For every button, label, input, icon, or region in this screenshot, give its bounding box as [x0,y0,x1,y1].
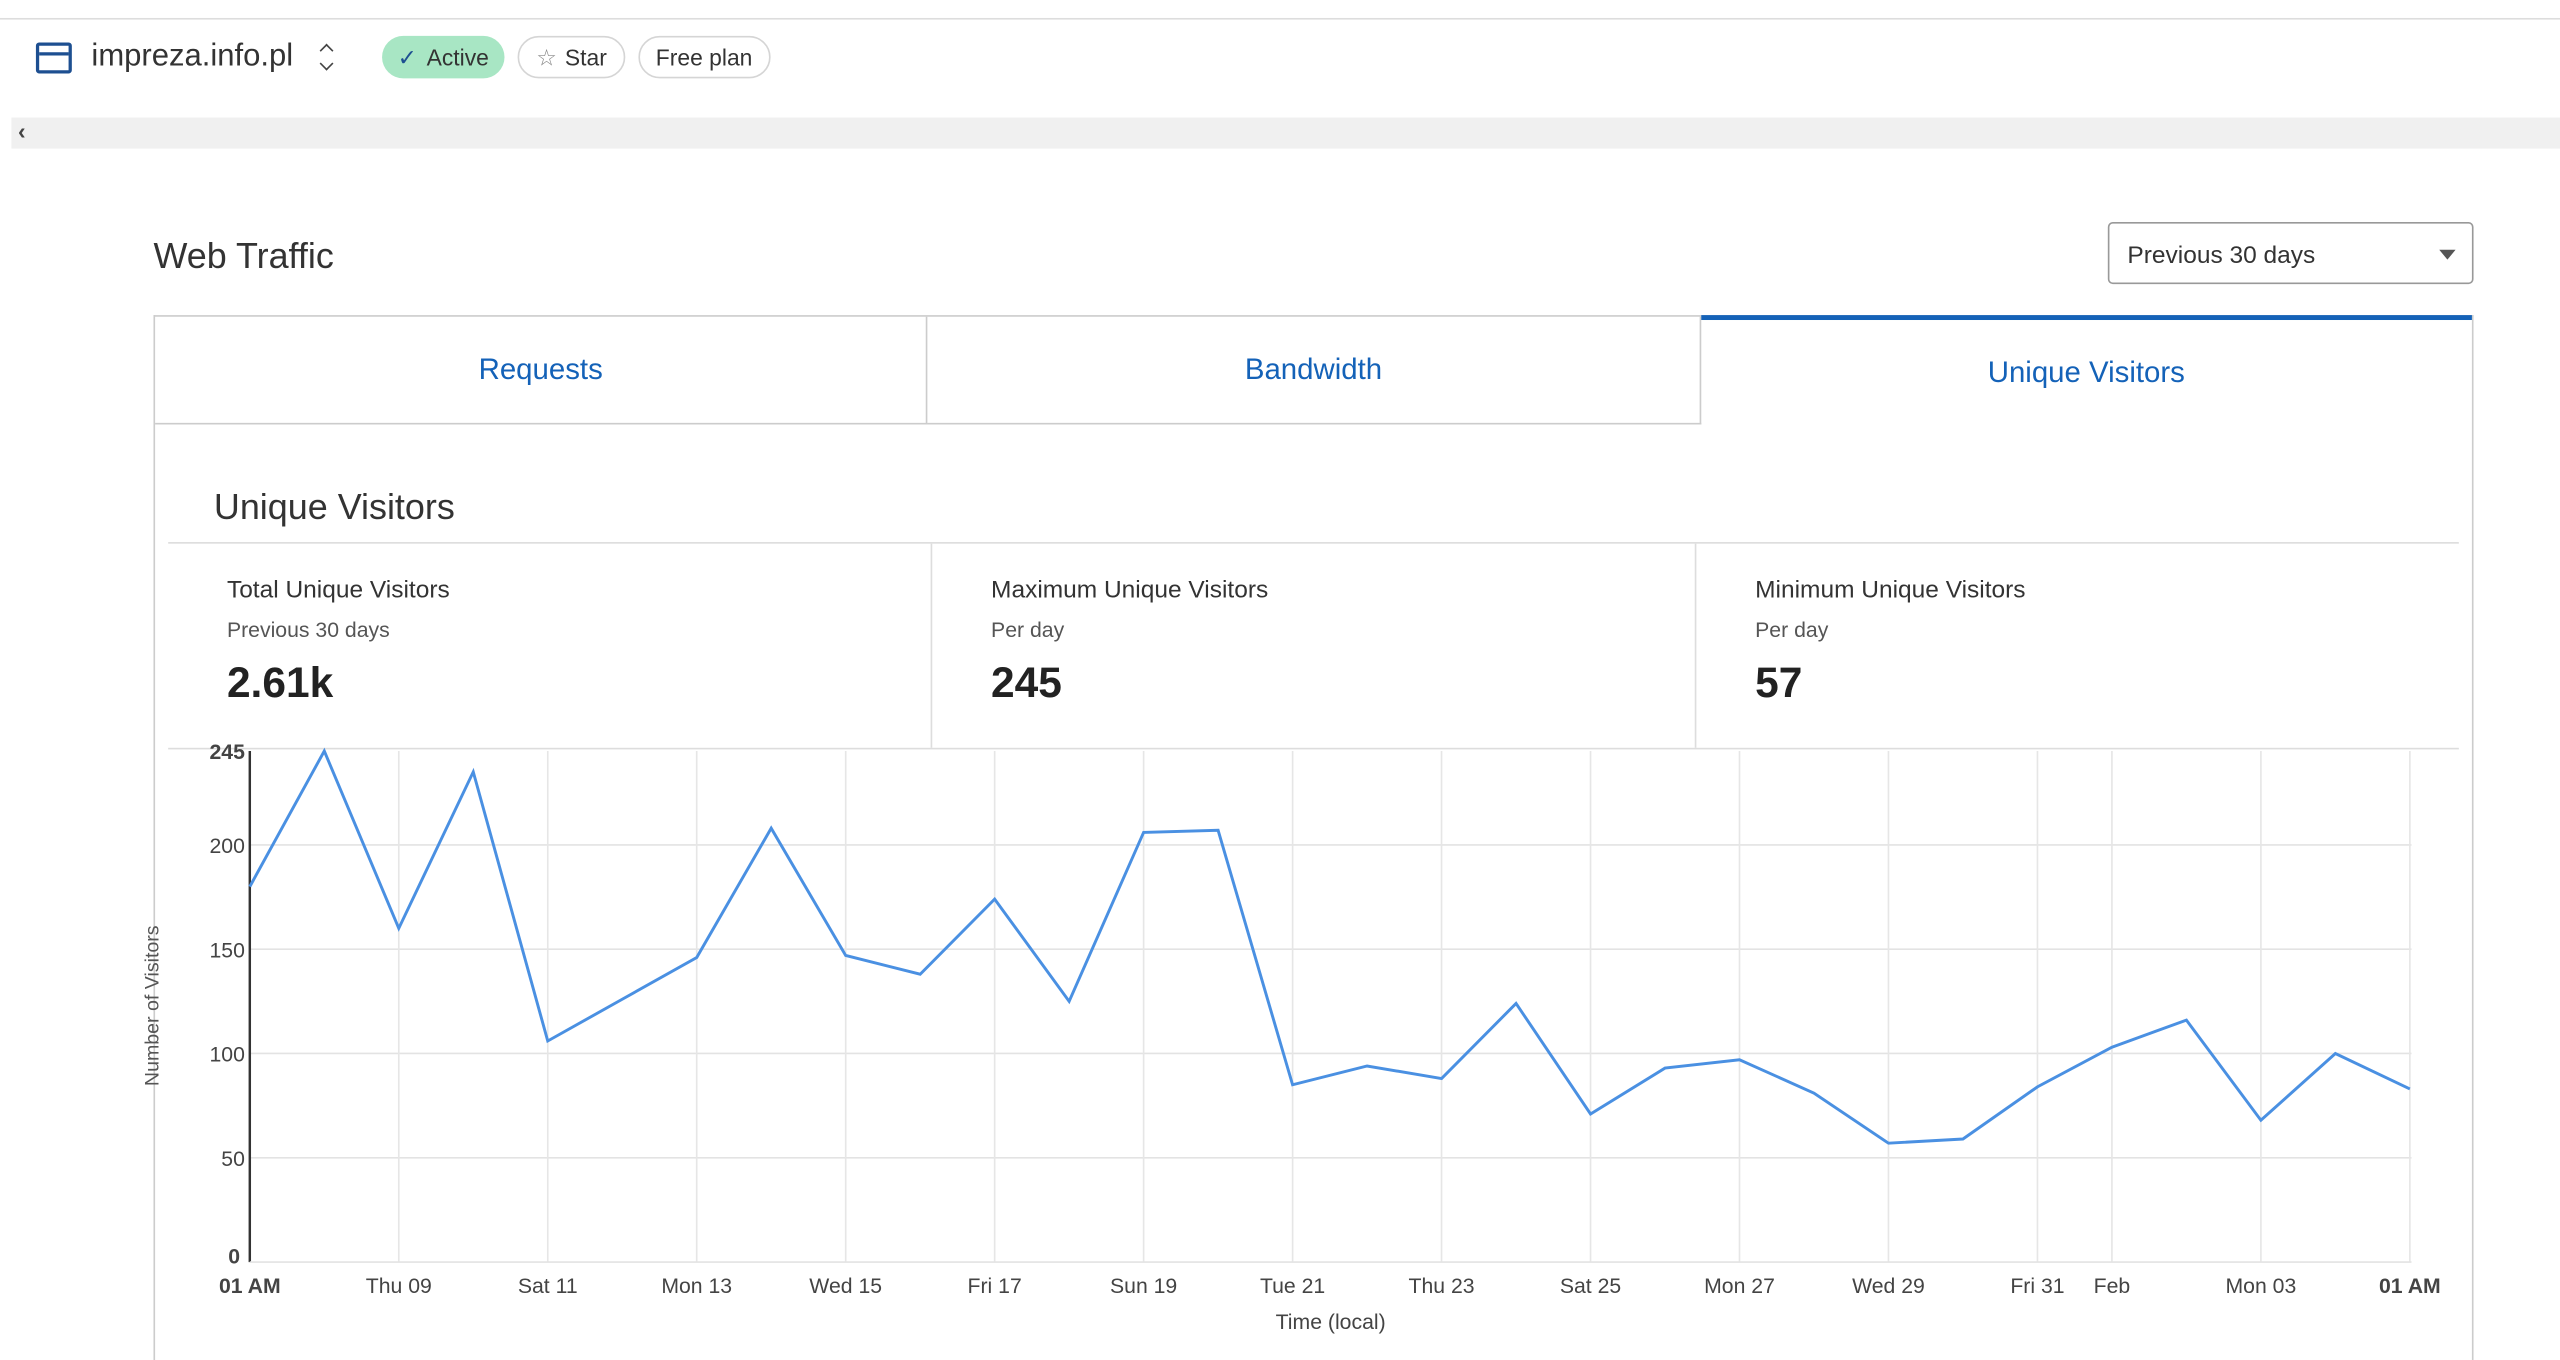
y-tick-label: 245 [209,741,245,764]
x-tick-label: Sun 19 [1110,1275,1177,1298]
x-tick-label: Feb [2094,1275,2131,1298]
x-tick-label: Tue 21 [1260,1275,1325,1298]
x-tick-label: Mon 03 [2226,1275,2297,1298]
x-tick-label: Wed 15 [809,1275,882,1298]
x-tick-label: Wed 29 [1852,1275,1925,1298]
x-tick-label: Thu 09 [366,1275,432,1298]
y-tick-label: 150 [209,939,244,962]
x-tick-label: Sat 25 [1560,1275,1621,1298]
x-tick-label: Sat 11 [518,1275,578,1298]
y-tick-label: 50 [221,1148,245,1171]
x-axis-title: Time (local) [1276,1311,1386,1334]
x-tick-label: Fri 31 [2010,1275,2064,1298]
y-axis-title: Number of Visitors [141,925,163,1086]
x-tick-label: 01 AM [219,1275,281,1298]
y-tick-label: 0 [228,1246,240,1269]
x-tick-label: Mon 27 [1704,1275,1775,1298]
x-tick-label: Thu 23 [1409,1275,1475,1298]
y-tick-label: 100 [209,1044,244,1067]
x-tick-label: Fri 17 [968,1275,1022,1298]
x-tick-label: Mon 13 [661,1275,732,1298]
visitors-line [250,751,2410,1143]
y-tick-label: 200 [209,835,244,858]
x-tick-label: 01 AM [2379,1275,2441,1298]
